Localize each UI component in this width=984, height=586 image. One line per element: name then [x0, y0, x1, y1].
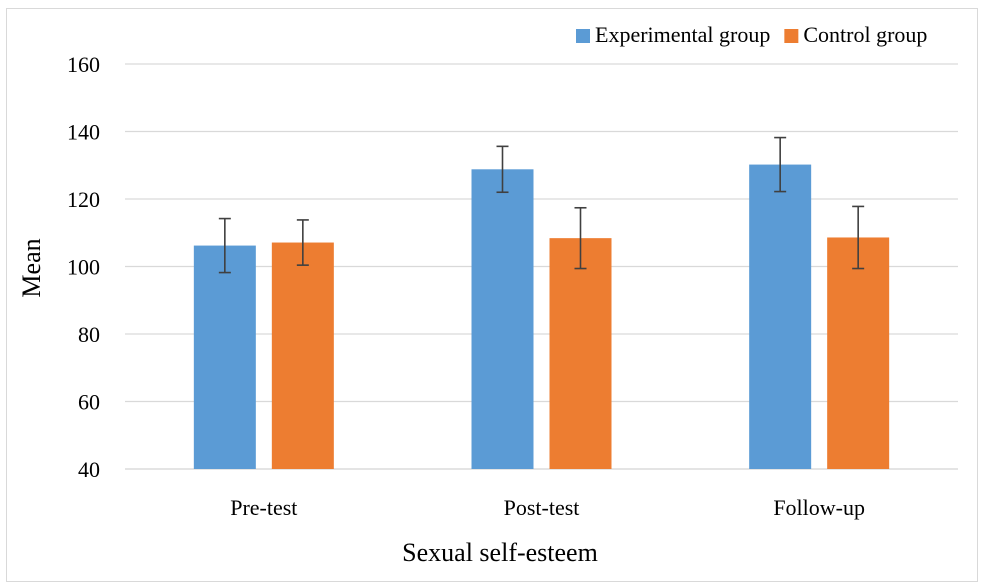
bar-control-group-pre-test — [271, 242, 334, 469]
legend-swatch-experimental-group — [576, 29, 590, 43]
bar-experimental-group-post-test — [471, 169, 534, 470]
legend-swatch-control-group — [784, 29, 799, 43]
y-axis-title: Mean — [17, 238, 46, 297]
y-tick-label: 100 — [67, 255, 100, 280]
x-tick-label: Pre-test — [230, 495, 297, 520]
y-tick-label: 40 — [78, 457, 100, 482]
x-tick-label: Follow-up — [773, 495, 865, 520]
legend: Experimental group Control group — [576, 22, 927, 47]
legend-label: Control group — [803, 22, 927, 47]
gridlines — [125, 63, 958, 470]
x-tick-label: Post-test — [504, 495, 580, 520]
bar-experimental-group-follow-up — [749, 164, 812, 469]
y-tick-label: 80 — [78, 322, 100, 347]
x-axis-title: Sexual self-esteem — [402, 538, 598, 567]
legend-label: Experimental group — [595, 22, 770, 47]
y-tick-label: 60 — [78, 390, 100, 415]
bar-control-group-follow-up — [827, 237, 890, 469]
bars — [193, 164, 890, 470]
error-bars — [218, 136, 865, 274]
y-tick-label: 140 — [67, 120, 100, 145]
y-axis-tick-labels: 40 60 80 100 120 140 160 — [67, 52, 100, 482]
y-tick-label: 160 — [67, 52, 100, 77]
x-axis-tick-labels: Pre-test Post-test Follow-up — [230, 495, 865, 520]
bar-experimental-group-pre-test — [193, 245, 256, 469]
bar-control-group-post-test — [549, 238, 612, 469]
y-tick-label: 120 — [67, 187, 100, 212]
